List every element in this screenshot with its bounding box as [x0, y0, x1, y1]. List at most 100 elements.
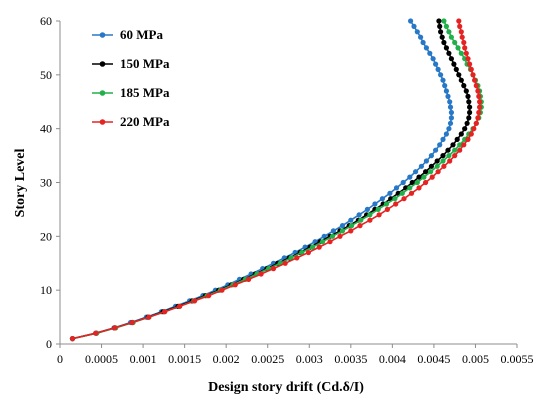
legend-item: 60 MPa — [92, 27, 163, 42]
data-point — [429, 174, 435, 180]
data-point — [400, 179, 406, 186]
data-point — [447, 158, 453, 164]
data-point — [305, 249, 311, 256]
data-point — [414, 179, 420, 186]
data-point — [411, 23, 417, 29]
data-point — [470, 72, 476, 78]
data-point — [387, 190, 393, 196]
data-point — [459, 34, 465, 40]
x-tick-label: 0.003 — [296, 352, 323, 366]
data-point — [442, 83, 448, 89]
data-point — [330, 228, 336, 234]
data-point — [456, 18, 462, 24]
legend-label: 185 MPa — [120, 85, 170, 100]
legend-item: 220 MPa — [92, 114, 170, 129]
data-point — [471, 126, 477, 132]
data-point — [441, 18, 447, 24]
y-tick-label: 50 — [40, 68, 52, 82]
x-tick-label: 0 — [57, 352, 63, 366]
data-point — [258, 271, 264, 277]
data-point — [448, 56, 454, 62]
data-point — [441, 163, 447, 169]
series-220-mpa — [69, 18, 483, 342]
data-point — [446, 29, 452, 35]
data-point — [452, 39, 458, 46]
data-point — [177, 303, 183, 309]
data-point — [440, 136, 446, 142]
data-point — [446, 50, 452, 56]
data-point — [358, 217, 364, 223]
data-point — [456, 72, 462, 78]
data-point — [438, 29, 444, 35]
data-point — [476, 93, 482, 99]
data-point — [409, 179, 415, 186]
data-point — [443, 23, 449, 29]
data-point — [454, 136, 460, 142]
data-point — [451, 61, 457, 67]
data-point — [447, 120, 454, 126]
data-point — [399, 190, 405, 196]
data-point — [430, 56, 436, 62]
data-point — [329, 233, 336, 239]
data-point — [443, 131, 449, 137]
data-point — [413, 169, 419, 175]
data-point — [437, 23, 443, 29]
x-tick-label: 0.0005 — [85, 352, 118, 366]
data-point — [452, 147, 458, 153]
data-point — [129, 319, 135, 326]
data-point — [468, 131, 474, 137]
legend-label: 60 MPa — [120, 27, 163, 42]
data-point — [457, 142, 463, 148]
data-point — [458, 29, 464, 35]
y-tick-label: 10 — [40, 283, 52, 297]
data-point — [407, 185, 413, 191]
data-point — [448, 115, 454, 121]
data-point — [206, 293, 212, 299]
data-point — [379, 196, 385, 202]
x-tick-label: 0.0055 — [501, 352, 534, 366]
data-point — [461, 142, 467, 148]
data-point — [457, 23, 463, 29]
data-point — [349, 223, 355, 229]
data-point — [467, 61, 473, 67]
data-point — [439, 34, 445, 40]
y-axis-title: Story Level — [13, 148, 28, 217]
legend-item: 185 MPa — [92, 85, 170, 100]
data-point — [447, 104, 454, 110]
data-point — [282, 260, 288, 266]
data-point — [461, 39, 467, 46]
x-tick-label: 0.005 — [462, 352, 489, 366]
data-point — [348, 217, 354, 223]
data-point — [458, 131, 464, 137]
data-point — [437, 142, 443, 148]
data-point — [438, 72, 444, 78]
data-point — [162, 309, 168, 315]
data-point — [376, 212, 382, 218]
data-point — [434, 163, 440, 169]
x-axis-ticks: 0 0.0005 0.001 0.0015 0.002 0.0025 0.003 0.0035… — [57, 344, 534, 366]
data-point — [316, 244, 322, 250]
data-point — [428, 153, 434, 159]
data-point — [466, 99, 472, 105]
series-layer — [69, 18, 484, 342]
data-point — [433, 61, 439, 67]
y-tick-label: 40 — [40, 122, 52, 136]
legend-marker — [99, 119, 106, 125]
data-point — [458, 77, 464, 83]
data-point — [447, 99, 453, 105]
data-point — [473, 83, 479, 89]
data-point — [423, 179, 429, 186]
data-point — [443, 88, 449, 94]
data-point — [443, 45, 449, 51]
y-axis-ticks: 0 10 20 30 40 50 60 — [40, 14, 60, 351]
data-point — [384, 206, 390, 212]
legend-marker — [99, 90, 106, 96]
data-point — [455, 45, 461, 51]
data-point — [440, 158, 446, 164]
legend: 60 MPa 150 MPa 185 MPa 220 MPa — [92, 27, 170, 129]
data-point — [246, 276, 252, 282]
data-point — [427, 50, 433, 56]
data-point — [393, 185, 400, 191]
y-tick-label: 30 — [40, 176, 52, 190]
